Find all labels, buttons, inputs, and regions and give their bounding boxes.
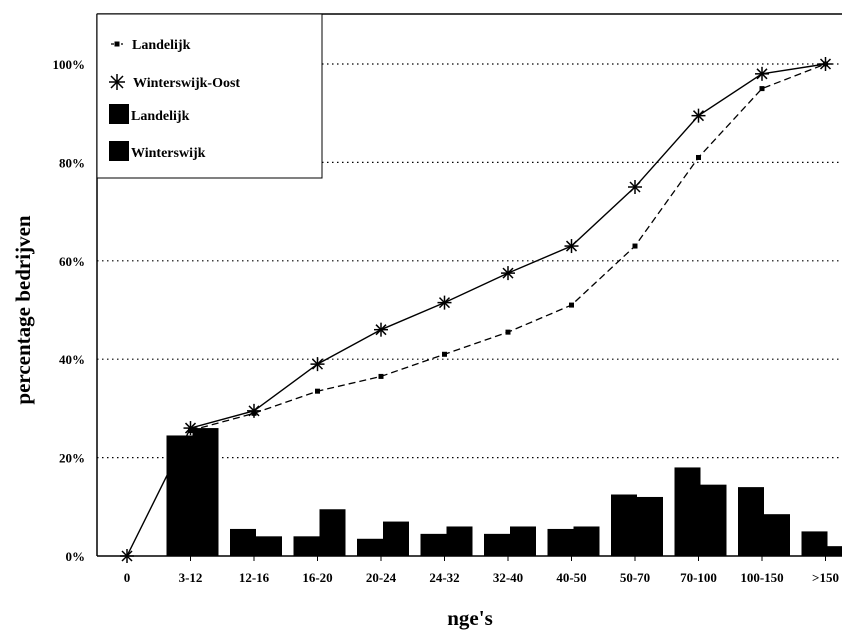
asterisk-stroke (311, 358, 324, 370)
y-tick-labels: 0% 20% 40% 60% 80% 100% (53, 57, 86, 564)
point-marker-landelijk (378, 373, 384, 379)
series-line-winterswijk-oost (126, 63, 826, 557)
bar-landelijk (738, 487, 764, 556)
point-marker-winterswijk-oost (183, 421, 198, 436)
series-markers (120, 57, 833, 563)
x-tick-label: 50-70 (620, 570, 650, 585)
y-tick-label: 100% (53, 57, 86, 72)
bar-winterswijk (256, 536, 282, 556)
point-marker-winterswijk-oost (247, 403, 261, 418)
point-marker-winterswijk-oost (437, 295, 452, 310)
point-marker-landelijk (505, 329, 511, 335)
asterisk-stroke (756, 68, 768, 80)
bar-winterswijk (383, 521, 409, 556)
bar-landelijk (547, 528, 574, 556)
bar-landelijk (484, 533, 510, 556)
asterisk-stroke (438, 297, 451, 309)
point-marker-winterswijk-oost (755, 66, 769, 81)
y-axis-title: percentage bedrijven (11, 215, 35, 404)
asterisk-stroke (375, 324, 387, 336)
point-marker-winterswijk-oost (310, 357, 325, 372)
y-tick-label: 0% (66, 549, 86, 564)
point-marker-winterswijk-oost (374, 322, 388, 337)
bar-winterswijk (764, 514, 790, 556)
asterisk-stroke (565, 240, 578, 252)
bar-winterswijk (827, 546, 842, 556)
bar-landelijk (420, 533, 447, 556)
legend-bar-swatch (109, 104, 129, 124)
y-tick-label: 20% (59, 451, 85, 466)
x-tick-label: 32-40 (493, 570, 523, 585)
bar-landelijk (357, 538, 383, 556)
y-tick-label: 60% (59, 254, 85, 269)
bar-landelijk (230, 528, 256, 556)
point-marker-landelijk (759, 86, 765, 92)
asterisk-stroke (819, 58, 832, 70)
point-marker-landelijk (632, 243, 638, 249)
x-tick-label: 0 (124, 570, 131, 585)
legend-item-winterswijk-bar: Winterswijk (109, 141, 206, 161)
point-marker-winterswijk-oost (564, 239, 579, 254)
x-tick-label: 40-50 (556, 570, 586, 585)
legend: Landelijk Winterswijk-Oost Landelijk Win… (96, 13, 323, 179)
gridlines (97, 63, 842, 459)
bars (166, 428, 842, 556)
point-marker-landelijk (442, 351, 447, 357)
legend-box (96, 13, 323, 179)
x-tick-label: 3-12 (179, 570, 203, 585)
legend-bar-swatch (109, 141, 129, 161)
y-tick-label: 80% (59, 155, 85, 170)
x-tick-labels: 0 3-12 12-16 16-20 20-24 24-32 32-40 40-50 50-70… (124, 570, 839, 585)
point-marker-winterswijk-oost (818, 57, 833, 71)
bar-winterswijk (700, 484, 727, 556)
point-marker-landelijk (315, 388, 320, 394)
legend-item-landelijk-line: Landelijk (111, 38, 191, 53)
asterisk-stroke (248, 405, 260, 417)
x-tick-label: 100-150 (740, 570, 783, 585)
bar-winterswijk (637, 496, 663, 556)
bar-winterswijk (573, 526, 600, 556)
y-tick-label: 40% (59, 352, 85, 367)
bar-landelijk (293, 536, 320, 556)
x-tick-label: 24-32 (429, 570, 459, 585)
legend-item-winterswijk-oost-line: Winterswijk-Oost (109, 74, 240, 91)
legend-label: Winterswijk-Oost (133, 76, 240, 91)
x-axis-title: nge's (447, 606, 493, 630)
point-marker-landelijk (569, 302, 574, 308)
asterisk-stroke (184, 422, 197, 434)
x-tick-label: 12-16 (239, 570, 270, 585)
bar-winterswijk (192, 428, 219, 556)
bar-winterswijk (446, 526, 473, 556)
bar-winterswijk (319, 509, 346, 556)
legend-label: Winterswijk (131, 146, 206, 161)
legend-item-landelijk-bar: Landelijk (109, 104, 190, 124)
x-tick-label: 16-20 (302, 570, 332, 585)
asterisk-stroke (629, 181, 641, 193)
legend-label: Landelijk (131, 109, 190, 124)
bar-landelijk (674, 467, 701, 556)
bar-landelijk (801, 531, 828, 556)
x-tick-label: 70-100 (680, 570, 717, 585)
legend-label: Landelijk (132, 38, 191, 53)
x-tick-label: >150 (812, 570, 839, 585)
x-tick-label: 20-24 (366, 570, 397, 585)
asterisk-stroke (692, 110, 705, 122)
bar-winterswijk (510, 526, 536, 556)
point-marker-landelijk (696, 154, 701, 160)
bar-landelijk (611, 494, 637, 556)
legend-square-marker (114, 41, 120, 47)
bar-landelijk (166, 435, 193, 556)
point-marker-winterswijk-oost (501, 266, 515, 281)
legend-asterisk-marker (109, 74, 125, 90)
point-marker-winterswijk-oost (691, 108, 706, 123)
asterisk-stroke (502, 267, 514, 279)
point-marker-winterswijk-oost (628, 180, 642, 194)
